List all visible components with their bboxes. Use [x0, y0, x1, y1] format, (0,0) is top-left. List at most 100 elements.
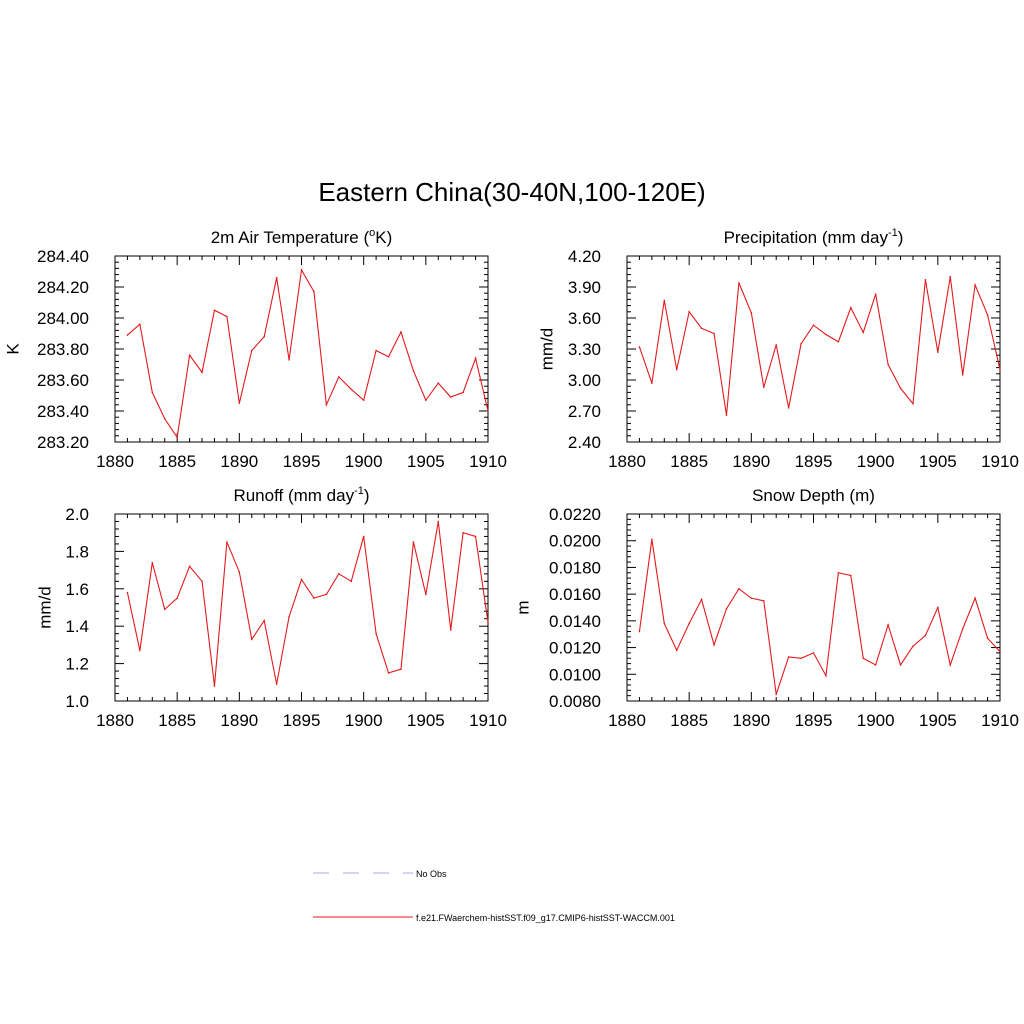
x-tick-label: 1880 — [608, 711, 646, 730]
data-point — [350, 388, 353, 391]
data-point — [837, 340, 840, 343]
data-point — [462, 531, 464, 534]
data-point — [762, 386, 765, 389]
x-tick-label: 1885 — [158, 452, 196, 471]
data-point — [750, 312, 753, 314]
x-tick-label: 1910 — [469, 452, 507, 471]
data-point — [288, 359, 290, 361]
data-point — [713, 644, 715, 646]
legend: No Obs f.e21.FWaerchem-histSST.f09_g17.CM… — [313, 869, 675, 923]
data-point — [986, 314, 989, 316]
data-point — [338, 573, 340, 575]
data-point — [400, 331, 402, 333]
x-tick-label: 1895 — [283, 452, 321, 471]
panel-1: 1880 1885 1890 1895 1900 1905 1910 283.20 283.40… — [3, 227, 506, 471]
x-tick-label: 1900 — [857, 711, 895, 730]
x-tick-label: 1910 — [981, 711, 1019, 730]
y-tick-label: 1.4 — [65, 617, 89, 636]
x-tick-label: 1890 — [220, 452, 258, 471]
data-point — [899, 387, 902, 390]
data-point — [850, 574, 852, 577]
data-point — [437, 520, 440, 523]
data-point — [700, 598, 703, 601]
data-point — [338, 376, 340, 378]
data-point — [387, 355, 390, 358]
y-tick-label: 283.20 — [37, 433, 89, 452]
x-tick-label: 1885 — [670, 452, 708, 471]
data-point — [163, 608, 166, 611]
y-tick-label: 284.20 — [37, 278, 89, 297]
data-point — [238, 402, 241, 405]
data-point — [949, 275, 952, 278]
data-point — [126, 591, 129, 594]
data-point — [949, 664, 952, 666]
data-point — [787, 407, 790, 409]
data-point — [974, 597, 976, 599]
data-point — [387, 672, 390, 674]
data-point — [313, 597, 315, 599]
data-point — [800, 343, 802, 345]
y-tick-label: 3.60 — [568, 309, 601, 328]
x-tick-label: 1900 — [345, 711, 383, 730]
data-point — [313, 290, 315, 293]
y-tick-label: 0.0140 — [549, 612, 601, 631]
y-axis-label: m — [513, 600, 532, 614]
panel-2: 1880 1885 1890 1895 1900 1905 1910 2.40 2.70 3.00… — [537, 227, 1018, 471]
data-point — [924, 634, 927, 637]
data-point — [663, 299, 666, 302]
x-tick-label: 1890 — [732, 452, 770, 471]
data-point — [688, 622, 690, 625]
x-tick-label: 1910 — [981, 452, 1019, 471]
panel-3: 1880 1885 1890 1895 1900 1905 1910 1.0 1.2 1.4 1.6… — [35, 485, 506, 730]
plot-frame — [114, 255, 489, 443]
data-point — [201, 371, 203, 374]
main-title: Eastern China(30-40N,100-120E) — [318, 177, 705, 207]
y-axis-label: K — [3, 343, 22, 355]
data-point — [999, 650, 1001, 653]
data-point — [425, 593, 427, 596]
panel-title: Snow Depth (m) — [752, 486, 875, 505]
y-tick-label: 4.20 — [568, 247, 601, 266]
x-tick-label: 1890 — [732, 711, 770, 730]
x-tick-label: 1885 — [158, 711, 196, 730]
data-point — [238, 571, 241, 573]
y-tick-label: 1.0 — [65, 692, 89, 711]
x-tick-label: 1885 — [670, 711, 708, 730]
y-tick-label: 283.80 — [37, 340, 89, 359]
data-point — [961, 374, 964, 376]
data-point — [288, 616, 290, 618]
data-point — [412, 369, 415, 372]
y-tick-label: 1.8 — [65, 542, 89, 561]
panel-title: 2m Air Temperature (oK) — [211, 227, 393, 247]
data-point — [300, 269, 303, 271]
data-point — [325, 404, 328, 406]
data-point — [937, 606, 939, 609]
data-point — [250, 349, 253, 352]
x-tick-label: 1900 — [857, 452, 895, 471]
data-point — [263, 335, 266, 338]
data-point — [937, 351, 939, 353]
data-point — [812, 324, 815, 327]
data-point — [874, 293, 877, 296]
data-point — [738, 282, 740, 284]
data-point — [151, 391, 154, 394]
data-point — [999, 368, 1001, 371]
data-point — [825, 333, 827, 336]
data-point — [275, 683, 278, 685]
x-tick-label: 1890 — [220, 711, 258, 730]
data-point — [437, 382, 440, 384]
data-point — [638, 346, 641, 348]
data-point — [375, 632, 377, 635]
x-tick-label: 1905 — [407, 452, 445, 471]
series-line — [126, 521, 489, 687]
y-tick-label: 0.0080 — [549, 692, 601, 711]
y-tick-label: 0.0180 — [549, 558, 601, 577]
data-point — [862, 331, 865, 334]
panel-4: 1880 1885 1890 1895 1900 1905 1910 0.0080 0.0100… — [513, 486, 1018, 730]
y-tick-label: 3.30 — [568, 340, 601, 359]
y-tick-label: 2.0 — [65, 505, 89, 524]
data-point — [986, 637, 989, 640]
data-point — [362, 399, 365, 401]
data-point — [139, 323, 141, 326]
